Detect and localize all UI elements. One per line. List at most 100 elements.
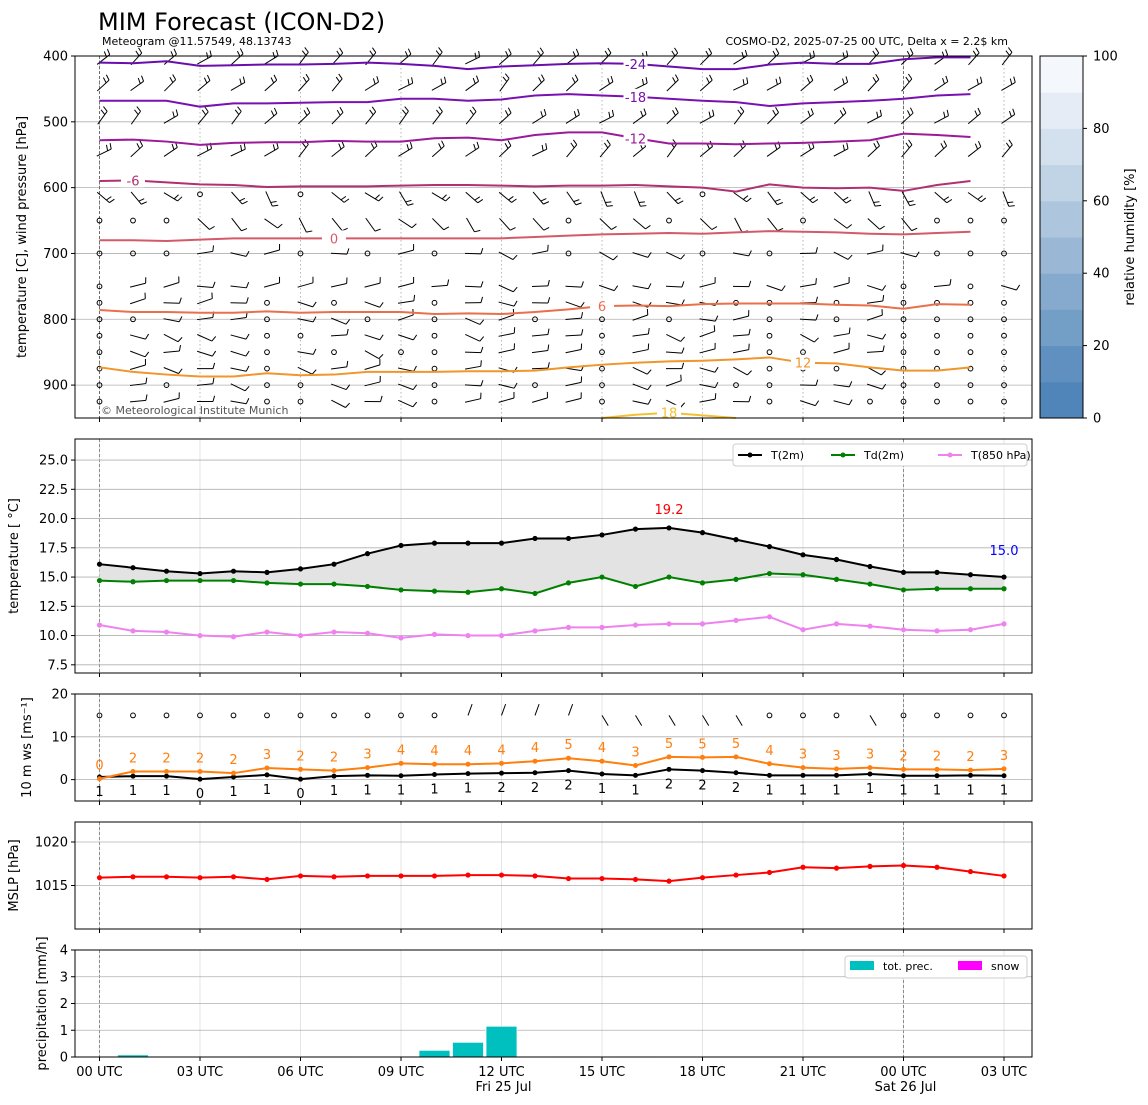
legend-label: T(2m)	[770, 449, 804, 462]
wind-barb-flag	[242, 76, 246, 83]
wind-barb-flag	[640, 205, 647, 207]
wind-barb	[866, 309, 883, 321]
wind-barb-flag	[245, 350, 250, 357]
wind-barb-shaft	[867, 366, 882, 376]
wind-barb-flag	[303, 110, 308, 116]
wind-barb	[699, 109, 715, 124]
wind-barb-10m	[869, 715, 877, 726]
data-point-t-850-hpa	[465, 632, 471, 639]
wind-barb	[531, 362, 550, 370]
wind-barb-flag	[845, 76, 849, 83]
figure-title: MIM Forecast (ICON-D2)	[98, 8, 385, 36]
wind-barb-flag	[580, 312, 584, 319]
wind-barb-flag	[674, 47, 679, 54]
data-point-ws	[700, 768, 705, 774]
wind-calm-marker	[331, 299, 337, 306]
wind-barb	[397, 334, 418, 341]
wind-barb-flag	[774, 143, 778, 150]
wind-barb	[866, 244, 884, 255]
wind-barb	[96, 74, 110, 92]
wind-barb-shaft	[565, 334, 582, 337]
wind-barb	[699, 366, 719, 373]
mslp-frame	[74, 821, 1033, 930]
wind-barb-shaft	[164, 79, 177, 92]
wind-barb-shaft	[397, 300, 414, 304]
wind-calm-marker	[1001, 382, 1007, 388]
wind-barb	[331, 317, 351, 325]
wind-barb	[399, 191, 414, 206]
wind-barb	[330, 328, 349, 337]
wind-barb-flag	[573, 199, 580, 203]
wind-calm-marker	[532, 316, 538, 323]
wind-barb-flag	[680, 254, 686, 260]
wind-barb-flag	[136, 106, 141, 112]
wind-barb	[464, 346, 484, 354]
wind-barb-flag	[380, 395, 383, 402]
colorbar-band	[1040, 164, 1083, 202]
wind-barb-shaft	[866, 314, 883, 321]
wind-barb-flag	[842, 52, 845, 59]
data-point-ws	[968, 772, 973, 778]
wind-barb-shaft	[230, 383, 246, 392]
wind-barb-shaft	[465, 80, 479, 92]
wind-barb-shaft	[398, 399, 414, 408]
wind-barb	[666, 47, 679, 66]
wind-barb-shaft	[833, 384, 850, 388]
wind-barb-10m	[568, 703, 574, 716]
wind-barb	[767, 107, 779, 125]
wind-calm-marker	[766, 349, 773, 356]
wind-calm-marker	[900, 349, 907, 356]
wind-barb-flag	[145, 394, 148, 401]
wind-barb-flag	[1008, 205, 1015, 207]
wind-barb-flag	[846, 224, 853, 229]
wind-barb	[632, 366, 652, 375]
wind-barb-shaft	[565, 301, 581, 308]
wind-barb	[799, 379, 819, 386]
wind-barb-flag	[708, 111, 711, 118]
wind-barb-flag	[301, 142, 307, 148]
wind-barb	[297, 366, 317, 375]
wind-barb-shaft	[96, 191, 110, 203]
wind-barb-shaft	[163, 147, 178, 157]
wind-calm-marker	[264, 365, 270, 372]
wind-calm-marker	[967, 365, 974, 372]
wind-barb-shaft	[599, 218, 612, 230]
wind-barb	[967, 140, 982, 157]
wind-barb	[398, 142, 413, 157]
wind-barb	[699, 218, 718, 230]
wind-barb-flag	[336, 109, 341, 116]
wind-barb	[866, 294, 885, 304]
wind-barb-flag	[741, 51, 745, 58]
temp-ytick-label: 12.5	[39, 600, 68, 615]
wind-barb-flag	[345, 384, 351, 390]
wind-barb-flag	[509, 227, 516, 231]
wind-calm-marker	[934, 299, 940, 306]
wind-barb-flag	[572, 139, 578, 145]
wind-barb-shaft	[431, 192, 446, 202]
wind-barb	[397, 365, 417, 372]
wind-barb	[129, 377, 148, 386]
wind-barb-flag	[545, 143, 548, 150]
wind-barb-flag	[540, 198, 547, 202]
wind-barb-shaft	[331, 146, 345, 157]
wind-calm-10m	[130, 712, 136, 719]
wind-calm-marker	[900, 382, 907, 388]
wind-barb-shaft	[364, 350, 380, 360]
wind-barb-shaft	[1000, 285, 1017, 291]
wind-barb-flag	[543, 108, 547, 116]
data-point-td-2m	[532, 590, 538, 597]
isotherm-label: -24	[625, 58, 646, 73]
wind-barb-shaft	[498, 112, 512, 125]
wind-barb-flag	[815, 278, 817, 285]
wind-barb-shaft	[868, 191, 876, 207]
wind-barb-shaft	[565, 397, 582, 403]
wind-barb-shaft	[565, 285, 582, 288]
wind-barb	[599, 284, 619, 292]
wind-barb-shaft	[365, 217, 376, 232]
data-point-t-850-hpa	[297, 632, 304, 639]
wind-barb-flag	[504, 73, 510, 79]
data-point-ws	[633, 772, 638, 778]
wind-speed-value-label: 1	[933, 784, 941, 799]
wind-barb-flag	[674, 197, 681, 202]
wind-calm-marker	[867, 398, 873, 405]
